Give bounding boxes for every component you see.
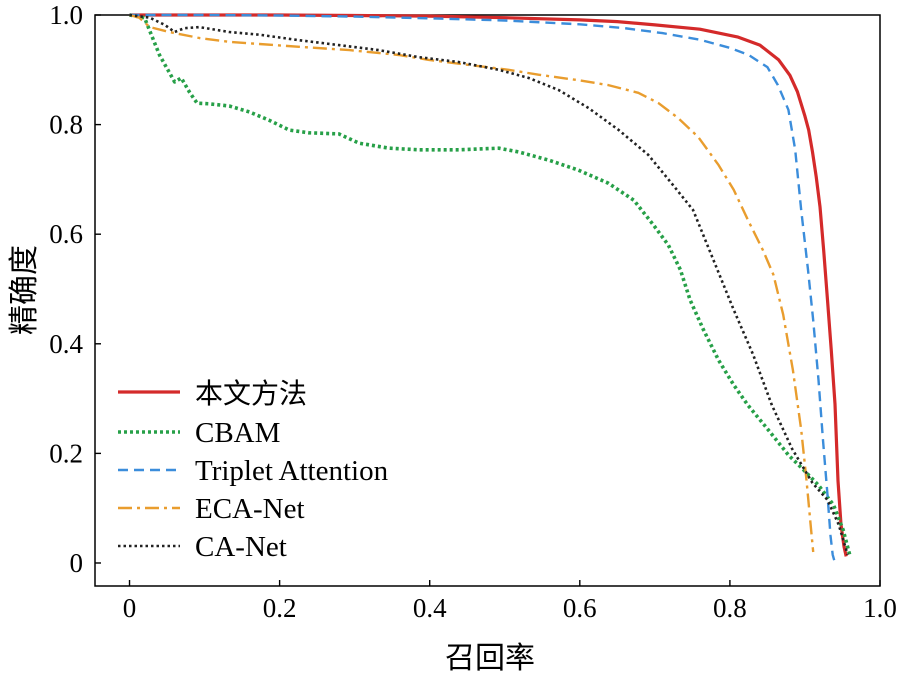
series-line-2-cbam [129, 13, 852, 557]
y-tick-label: 1.0 [49, 0, 83, 30]
plot-frame [94, 14, 881, 587]
legend-item-eca-net: ECA-Net [118, 493, 305, 525]
x-tick-label: 0.4 [413, 593, 447, 623]
legend-label-eca-net: ECA-Net [195, 493, 305, 525]
x-axis-ticks: 0 0.2 0.4 0.6 0.8 1.0 [123, 580, 897, 623]
legend-item-proposed-method: 本文方法 [118, 378, 307, 410]
y-axis-ticks: 0 0.2 0.4 0.6 0.8 1.0 [49, 0, 101, 578]
x-tick-label: 0.8 [713, 593, 747, 623]
x-tick-label: 0.2 [263, 593, 297, 623]
series-line-4-eca-net [129, 13, 815, 553]
x-axis-label: 召回率 [445, 642, 535, 675]
y-axis-label: 精确度 [8, 245, 41, 335]
legend-label-triplet-attention: Triplet Attention [195, 455, 389, 487]
legend-label-ca-net: CA-Net [195, 531, 287, 563]
x-tick-label: 0 [123, 593, 137, 623]
legend-item-triplet-attention: Triplet Attention [118, 455, 389, 487]
legend: 本文方法 CBAM Triplet Attention ECA-Net CA-N… [118, 378, 389, 563]
y-tick-label: 0.6 [49, 219, 83, 249]
y-tick-label: 0.4 [49, 329, 83, 359]
legend-label-proposed-method: 本文方法 [195, 378, 307, 410]
series-line-3-triplet-attention [129, 13, 836, 561]
y-tick-label: 0.2 [49, 438, 83, 468]
y-tick-label: 0.8 [49, 110, 83, 140]
series-line-1 [129, 13, 848, 557]
series-layer [129, 13, 852, 561]
y-tick-label: 0 [70, 548, 84, 578]
legend-label-cbam: CBAM [195, 417, 280, 449]
x-tick-label: 0.6 [563, 593, 597, 623]
x-tick-label: 1.0 [863, 593, 897, 623]
legend-item-cbam: CBAM [118, 417, 280, 449]
legend-item-ca-net: CA-Net [118, 531, 287, 563]
series-line-5-ca-net [129, 13, 849, 556]
